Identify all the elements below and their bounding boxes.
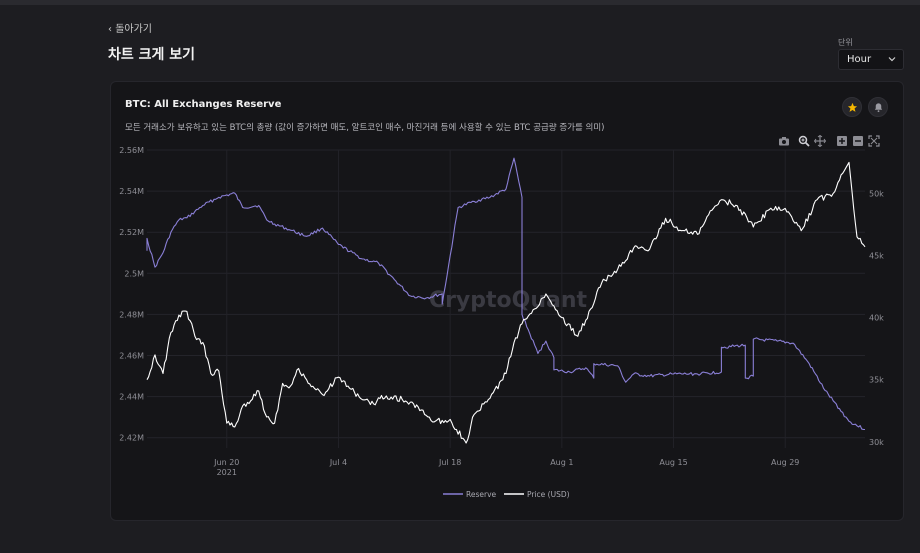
y-left-tick-label: 2.46M bbox=[119, 352, 144, 361]
x-tick-label: Jul 18 bbox=[438, 458, 461, 467]
chart-subtitle: 모든 거래소가 보유하고 있는 BTC의 총량 (값이 증가하면 매도, 알트코… bbox=[125, 123, 605, 133]
x-tick-sublabel: 2021 bbox=[217, 468, 237, 477]
watermark: CryptoQuant bbox=[429, 288, 588, 313]
y-right-tick-label: 30k bbox=[869, 438, 884, 447]
chart-card: BTC: All Exchanges Reserve 모든 거래소가 보유하고 … bbox=[110, 81, 904, 521]
x-tick-label: Aug 15 bbox=[659, 458, 687, 467]
y-left-tick-label: 2.52M bbox=[119, 228, 144, 237]
y-right-tick-label: 35k bbox=[869, 376, 884, 385]
series-line-price-usd- bbox=[146, 161, 866, 444]
top-border bbox=[0, 0, 920, 5]
y-left-tick-label: 2.44M bbox=[119, 393, 144, 402]
unit-label: 단위 bbox=[838, 38, 853, 47]
legend-label-price: Price (USD) bbox=[527, 490, 570, 499]
series-line-reserve bbox=[146, 157, 866, 431]
camera-icon[interactable] bbox=[778, 135, 790, 147]
favorite-button[interactable] bbox=[842, 97, 862, 117]
x-tick-label: Aug 1 bbox=[550, 458, 573, 467]
page-title: 차트 크게 보기 bbox=[108, 47, 196, 63]
y-right-tick-label: 40k bbox=[869, 314, 884, 323]
y-left-tick-label: 2.48M bbox=[119, 310, 144, 319]
chevron-down-icon bbox=[888, 57, 896, 62]
back-link[interactable]: ‹ 돌아가기 bbox=[108, 24, 152, 35]
unit-select[interactable]: Hour bbox=[838, 49, 904, 70]
y-left-tick-label: 2.54M bbox=[119, 187, 144, 196]
star-icon bbox=[847, 102, 858, 112]
autoscale-icon[interactable] bbox=[868, 135, 880, 147]
pan-icon[interactable] bbox=[814, 135, 826, 147]
x-tick-label: Jun 20 bbox=[213, 458, 239, 467]
alert-button[interactable] bbox=[868, 97, 888, 117]
zoom-icon[interactable] bbox=[798, 135, 810, 147]
x-tick-label: Aug 29 bbox=[771, 458, 799, 467]
y-right-tick-label: 50k bbox=[869, 189, 884, 198]
y-left-tick-label: 2.56M bbox=[119, 146, 144, 155]
y-left-tick-label: 2.5M bbox=[124, 269, 144, 278]
unit-select-value: Hour bbox=[847, 54, 872, 65]
y-left-tick-label: 2.42M bbox=[119, 434, 144, 443]
y-right-tick-label: 45k bbox=[869, 252, 884, 261]
zoom-in-icon[interactable] bbox=[836, 135, 848, 147]
back-label: 돌아가기 bbox=[115, 24, 152, 35]
zoom-out-icon[interactable] bbox=[852, 135, 864, 147]
legend-label-reserve: Reserve bbox=[466, 490, 497, 499]
x-tick-label: Jul 4 bbox=[329, 458, 347, 467]
chart-title: BTC: All Exchanges Reserve bbox=[125, 99, 282, 110]
bell-icon bbox=[874, 103, 883, 113]
